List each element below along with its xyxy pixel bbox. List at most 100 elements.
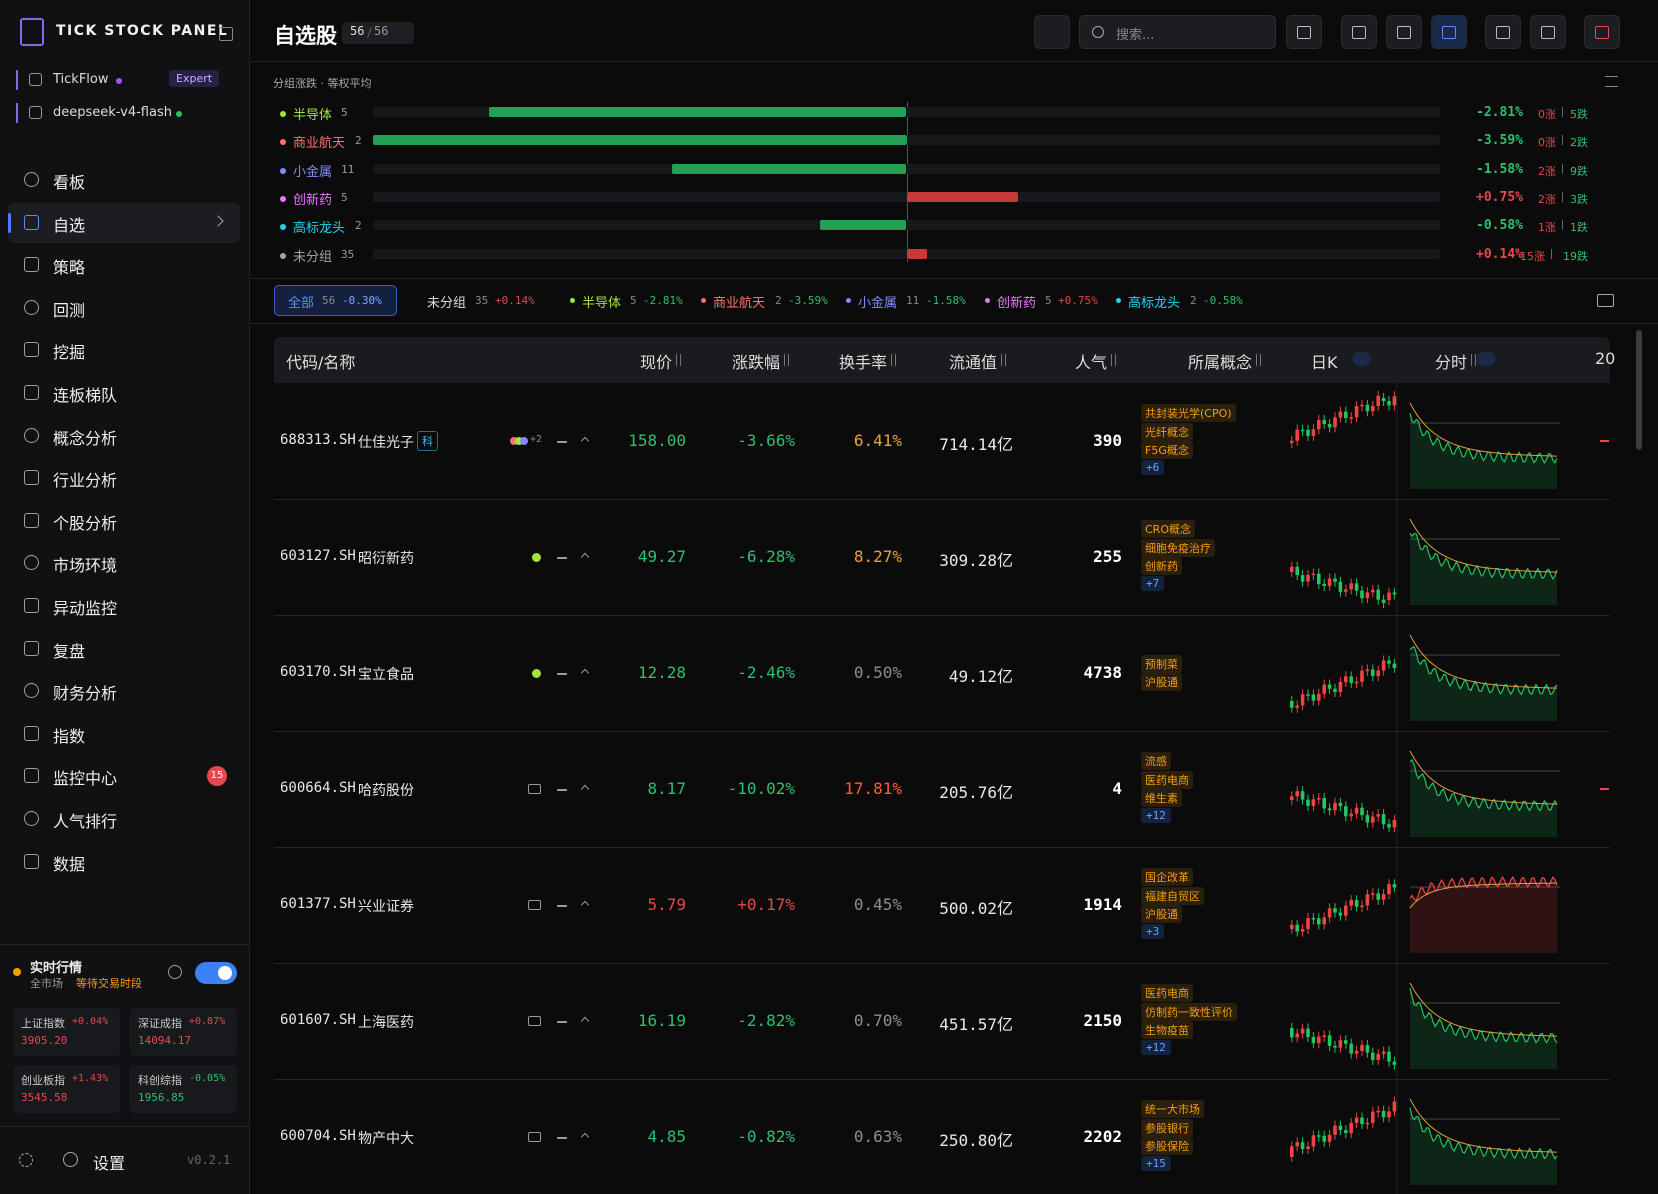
move-icon[interactable] <box>528 1132 541 1142</box>
column-header[interactable]: 流通值 <box>948 353 997 372</box>
concept-more[interactable]: +6 <box>1141 459 1165 475</box>
tab-active[interactable] <box>274 285 397 316</box>
scrollbar[interactable] <box>1636 330 1642 450</box>
settings-label[interactable]: 设置 <box>93 1154 126 1173</box>
toolbar-button[interactable] <box>1584 15 1620 49</box>
stock-name[interactable]: 仕佳光子 <box>358 435 414 451</box>
folder-button[interactable] <box>1597 294 1614 307</box>
theme-icon[interactable] <box>19 1153 33 1167</box>
toolbar-button[interactable] <box>1341 15 1377 49</box>
column-header[interactable]: 换手率 <box>838 353 887 372</box>
groups-settings[interactable] <box>1605 76 1618 87</box>
stock-code[interactable]: 603127.SH <box>280 548 356 564</box>
nav-item[interactable]: 财务分析 <box>53 684 118 704</box>
collapse-button[interactable] <box>219 27 233 41</box>
pin-icon[interactable] <box>580 552 590 562</box>
tab-name[interactable]: 高标龙头 <box>1128 296 1181 311</box>
nav-item[interactable]: 回测 <box>53 300 86 320</box>
nav-item[interactable]: 人气排行 <box>53 812 118 831</box>
concept-tag[interactable]: 参股保险 <box>1141 1137 1193 1155</box>
nav-item[interactable]: 连板梯队 <box>53 386 118 405</box>
concept-tag[interactable]: 沪股通 <box>1141 673 1182 691</box>
add-icon[interactable] <box>1600 788 1609 790</box>
concept-tag[interactable]: 共封装光学(CPO) <box>1141 404 1236 422</box>
stock-code[interactable]: 600704.SH <box>280 1128 356 1144</box>
nav-item[interactable]: 复盘 <box>53 641 86 661</box>
concept-more[interactable]: +12 <box>1141 1039 1171 1055</box>
concept-tag[interactable]: 医药电商 <box>1141 770 1193 789</box>
stock-name[interactable]: 昭衍新药 <box>358 551 414 567</box>
concept-tag[interactable]: 沪股通 <box>1141 905 1182 923</box>
nav-item[interactable]: 行业分析 <box>53 471 118 491</box>
search-box[interactable] <box>1079 15 1276 49</box>
nav-item[interactable]: 策略 <box>53 258 86 278</box>
settings-icon[interactable] <box>63 1152 78 1167</box>
stock-name[interactable]: 哈药股份 <box>358 783 414 799</box>
column-header[interactable]: 涨跌幅 <box>731 353 780 372</box>
concept-tag[interactable]: 参股银行 <box>1141 1118 1193 1137</box>
nav-item[interactable]: 自选 <box>53 215 86 235</box>
move-icon[interactable] <box>528 1016 541 1026</box>
stock-name[interactable]: 兴业证券 <box>358 899 414 915</box>
stock-name[interactable]: 上海医药 <box>358 1015 414 1031</box>
column-header[interactable]: 日K <box>1311 353 1338 372</box>
concept-tag[interactable]: 光纤概念 <box>1141 422 1193 441</box>
concept-more[interactable]: +3 <box>1141 923 1165 939</box>
concept-more[interactable]: +12 <box>1141 807 1171 823</box>
pin-icon[interactable] <box>580 668 590 678</box>
stock-code[interactable]: 688313.SH <box>280 432 356 448</box>
stock-code[interactable]: 601377.SH <box>280 896 356 912</box>
toolbar-button[interactable] <box>1485 15 1521 49</box>
concept-tag[interactable]: 细胞免疫治疗 <box>1141 538 1215 557</box>
concept-tag[interactable]: 福建自贸区 <box>1141 886 1204 905</box>
stock-code[interactable]: 603170.SH <box>280 664 356 680</box>
nav-active[interactable] <box>8 202 240 243</box>
column-header[interactable]: 人气 <box>1074 353 1107 372</box>
tab-name[interactable]: 商业航天 <box>713 296 766 311</box>
move-icon[interactable] <box>528 784 541 794</box>
column-header[interactable]: 所属概念 <box>1188 353 1253 372</box>
filter-button[interactable] <box>1034 15 1070 49</box>
pin-icon[interactable] <box>580 1132 590 1142</box>
concept-tag[interactable]: 创新药 <box>1141 557 1182 575</box>
toolbar-button[interactable] <box>1431 15 1467 49</box>
column-header[interactable]: 分时 <box>1435 353 1468 372</box>
concept-tag[interactable]: 维生素 <box>1141 789 1182 807</box>
nav-item[interactable]: 市场环境 <box>53 556 118 576</box>
move-icon[interactable] <box>528 900 541 910</box>
nav-item[interactable]: 监控中心 <box>53 769 118 789</box>
stock-name[interactable]: 宝立食品 <box>358 667 414 683</box>
nav-item[interactable]: 数据 <box>53 854 86 874</box>
eye-toggle[interactable] <box>1477 352 1495 366</box>
pin-icon[interactable] <box>580 436 590 446</box>
stock-code[interactable]: 601607.SH <box>280 1012 356 1028</box>
eye-toggle[interactable] <box>1353 352 1371 366</box>
tab-name[interactable]: 半导体 <box>582 296 622 311</box>
concept-tag[interactable]: 医药电商 <box>1141 984 1193 1002</box>
tab-name[interactable]: 全部 <box>288 296 315 311</box>
concept-more[interactable]: +7 <box>1141 575 1165 591</box>
concept-tag[interactable]: 预制菜 <box>1141 654 1182 673</box>
pin-icon[interactable] <box>580 900 590 910</box>
concept-tag[interactable]: 仿制药一致性评价 <box>1141 1002 1237 1021</box>
pin-icon[interactable] <box>580 1016 590 1026</box>
concept-tag[interactable]: 生物疫苗 <box>1141 1021 1193 1039</box>
nav-item[interactable]: 看板 <box>53 173 86 192</box>
concept-tag[interactable]: 流感 <box>1141 752 1171 770</box>
toolbar-button[interactable] <box>1286 15 1322 49</box>
column-header[interactable]: 代码/名称 <box>286 353 356 372</box>
pin-icon[interactable] <box>580 784 590 794</box>
nav-item[interactable]: 个股分析 <box>53 513 118 533</box>
tab-name[interactable]: 创新药 <box>997 296 1037 311</box>
column-header[interactable]: 现价 <box>639 353 672 372</box>
concept-tag[interactable]: 国企改革 <box>1141 868 1193 886</box>
stock-code[interactable]: 600664.SH <box>280 780 356 796</box>
concept-more[interactable]: +15 <box>1141 1155 1171 1171</box>
column-header[interactable]: 20 <box>1595 349 1616 368</box>
nav-item[interactable]: 概念分析 <box>53 428 118 448</box>
concept-tag[interactable]: 统一大市场 <box>1141 1100 1204 1118</box>
toolbar-button[interactable] <box>1386 15 1422 49</box>
tab-name[interactable]: 未分组 <box>427 296 467 311</box>
concept-tag[interactable]: F5G概念 <box>1141 441 1193 459</box>
nav-item[interactable]: 挖掘 <box>53 343 86 363</box>
